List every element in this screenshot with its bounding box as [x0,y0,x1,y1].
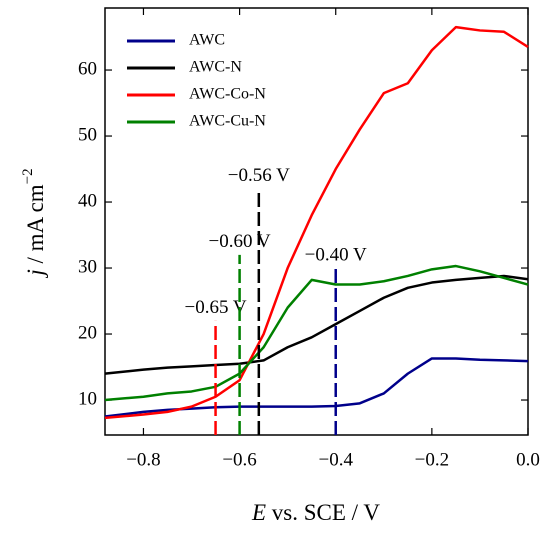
y-label-text: / mA cm [23,184,48,269]
x-axis-label: E vs. SCE / V [251,500,380,525]
y-tick-label: 10 [78,388,97,409]
annotation-label: −0.56 V [228,165,290,186]
x-tick-label: −0.6 [222,449,256,470]
x-label-text: vs. SCE / V [266,500,380,525]
annotation-label: −0.65 V [185,297,247,318]
x-tick-label: −0.4 [318,449,353,470]
y-axis-label: j / mA cm−2 [20,168,48,278]
y-label-symbol: j [23,269,48,278]
series-line [104,264,529,402]
x-tick-label: −0.2 [415,449,449,470]
y-tick-label: 60 [78,58,97,79]
series-line [104,274,529,375]
legend-label: AWC-Co-N [189,86,266,103]
y-tick-label: 30 [78,256,97,277]
annotation-label: −0.40 V [305,244,367,265]
annotation-label: −0.60 V [209,231,271,252]
x-label-symbol: E [251,500,266,525]
y-tick-label: 50 [78,124,97,145]
x-tick-label: −0.8 [126,449,160,470]
series-line [104,357,529,418]
series-line [104,25,529,420]
y-tick-label: 20 [78,322,97,343]
x-tick-label: 0.0 [516,449,540,470]
legend-label: AWC-Cu-N [189,113,266,130]
legend-label: AWC-N [189,59,242,76]
plot-frame [104,7,529,436]
legend-label: AWC [189,32,225,49]
y-tick-label: 40 [78,190,97,211]
y-label-sup: −2 [20,168,36,184]
